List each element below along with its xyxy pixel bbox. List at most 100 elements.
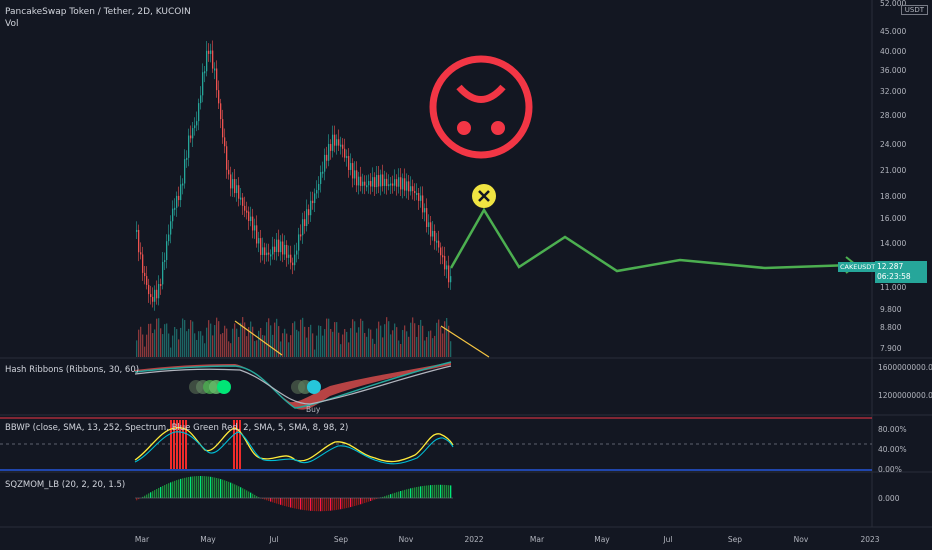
time-tick: Nov: [794, 535, 809, 544]
volume-bar: [154, 329, 156, 357]
bbwp-legend[interactable]: BBWP (close, SMA, 13, 252, Spectrum, Blu…: [5, 423, 349, 433]
sqz-bar: [314, 498, 316, 512]
candle-body: [398, 177, 400, 187]
candle-body: [306, 209, 308, 226]
sqz-bar: [440, 484, 442, 498]
candle-body: [140, 252, 142, 255]
candle-body: [382, 174, 384, 186]
sqz-bar: [214, 477, 216, 498]
volume-bar: [136, 340, 138, 357]
sqz-bar: [342, 498, 344, 509]
candle-body: [296, 250, 298, 255]
volume-bar: [354, 321, 356, 357]
candle-body: [304, 219, 306, 226]
candle-body: [360, 176, 362, 186]
volume-bar: [234, 323, 236, 357]
sqz-bar: [160, 486, 162, 498]
sqz-bar: [414, 487, 416, 498]
sqzmom-legend[interactable]: SQZMOM_LB (20, 2, 20, 1.5): [5, 480, 126, 490]
candle-body: [322, 171, 324, 174]
sqz-bar: [164, 485, 166, 498]
symbol-title[interactable]: PancakeSwap Token / Tether, 2D, KUCOIN: [5, 7, 191, 17]
candle-body: [214, 68, 216, 71]
candle-body: [148, 284, 150, 295]
sqz-bar: [396, 492, 398, 498]
sqz-bar: [212, 477, 214, 498]
volume-bar: [446, 317, 448, 357]
sqz-bar: [350, 498, 352, 508]
sqz-bar: [228, 481, 230, 498]
hash-ribbons-plot: [134, 361, 452, 410]
candle-body: [300, 234, 302, 237]
sqz-bar: [346, 498, 348, 509]
sqz-axis-0: 0.000: [878, 494, 900, 503]
sqz-bar: [254, 494, 256, 498]
volume-bar: [164, 324, 166, 357]
volume-bar: [218, 321, 220, 357]
sqz-bar: [184, 477, 186, 498]
candle-body: [252, 216, 254, 231]
sqz-bar: [420, 486, 422, 498]
sqz-bar: [296, 498, 298, 509]
sqz-bar: [156, 489, 158, 498]
candle-body: [264, 247, 266, 256]
sqz-bar: [348, 498, 350, 508]
candle-body: [378, 175, 380, 187]
volume-bar: [418, 325, 420, 357]
sqz-bar: [152, 491, 154, 498]
volume-bar: [204, 343, 206, 357]
volume-bar: [398, 340, 400, 357]
candle-body: [362, 181, 364, 186]
volume-bar: [190, 320, 192, 357]
sqz-bar: [290, 498, 292, 508]
time-tick: May: [594, 535, 610, 544]
candle-body: [280, 241, 282, 253]
volume-bar: [282, 333, 284, 357]
candle-body: [434, 230, 436, 242]
sqz-bar: [326, 498, 328, 511]
candle-body: [412, 186, 414, 192]
bbwp-axis-2: 0.00%: [878, 465, 902, 474]
candle-body: [288, 254, 290, 258]
volume-bar: [208, 320, 210, 357]
sqz-bar: [330, 498, 332, 511]
sqz-bar: [386, 495, 388, 498]
sqz-bar: [370, 498, 372, 502]
candle-body: [216, 68, 218, 91]
candle-body: [368, 181, 370, 186]
hash-ribbons-legend[interactable]: Hash Ribbons (Ribbons, 30, 60): [5, 365, 140, 375]
volume-bar: [280, 341, 282, 357]
volume-bar: [406, 331, 408, 357]
volume-bar: [266, 322, 268, 357]
sqz-bar: [424, 485, 426, 498]
volume-bar: [320, 325, 322, 357]
volume-bar: [172, 335, 174, 357]
sqz-bar: [388, 494, 390, 498]
sqz-bar: [210, 476, 212, 498]
price-tick: 21.000: [880, 166, 906, 175]
sqz-bar: [174, 480, 176, 498]
volume-bar: [156, 318, 158, 357]
candle-body: [430, 222, 432, 237]
candle-body: [284, 244, 286, 255]
price-tick: 16.000: [880, 214, 906, 223]
candle-body: [248, 211, 250, 222]
currency-button[interactable]: USDT: [900, 5, 928, 15]
volume-bar: [212, 335, 214, 357]
volume-bar: [178, 339, 180, 357]
sqz-bar: [148, 493, 150, 498]
sqz-bar: [366, 498, 368, 503]
volume-bar: [300, 319, 302, 357]
volume-legend[interactable]: Vol: [5, 19, 19, 29]
symbol-price-tag: CAKEUSDT: [838, 262, 878, 272]
sqz-bar: [364, 498, 366, 503]
volume-bar: [432, 338, 434, 357]
sqz-bar: [358, 498, 360, 505]
candle-body: [158, 284, 160, 299]
sqz-bar: [416, 487, 418, 498]
volume-bar: [146, 334, 148, 357]
sqz-bar: [188, 477, 190, 498]
sqz-bar: [404, 489, 406, 498]
candle-body: [336, 139, 338, 146]
